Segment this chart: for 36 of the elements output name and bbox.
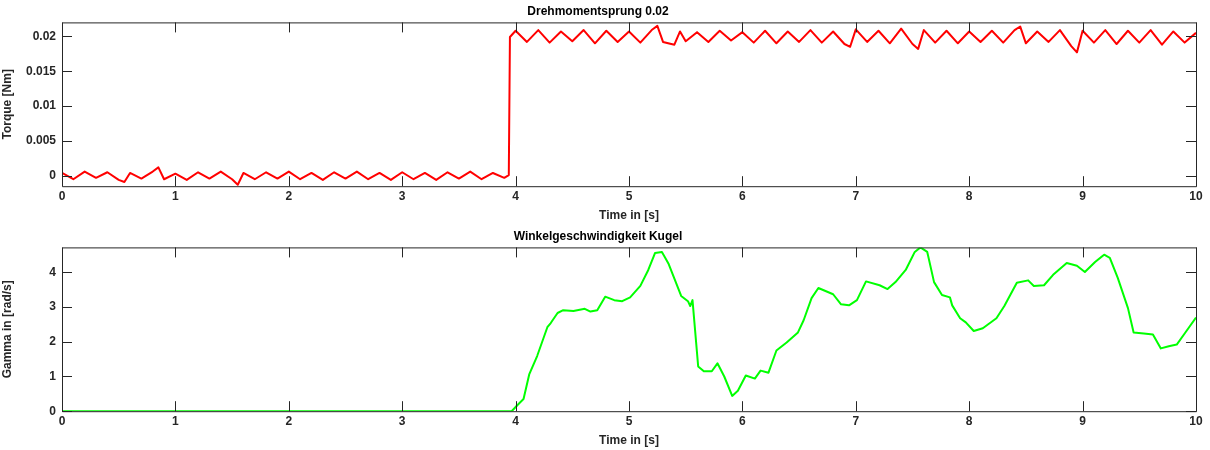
x-tick-label: 6 xyxy=(739,413,747,428)
chart-title: Drehmomentsprung 0.02 xyxy=(527,3,669,18)
x-tick-label: 4 xyxy=(512,413,520,428)
x-tick-label: 6 xyxy=(739,188,747,203)
x-tick-label: 2 xyxy=(285,188,293,203)
x-tick-label: 7 xyxy=(852,188,860,203)
x-axis-title: Time in [s] xyxy=(599,433,659,448)
x-tick-label: 1 xyxy=(172,413,180,428)
y-axis-title: Torque [Nm] xyxy=(0,69,14,140)
y-tick-label: 0 xyxy=(49,403,57,418)
x-tick-label: 7 xyxy=(852,413,860,428)
y-axis-title: Gamma in [rad/s] xyxy=(0,280,14,379)
y-tick-label: 0.005 xyxy=(25,133,57,148)
x-tick-label: 10 xyxy=(1189,188,1203,203)
x-tick-label: 9 xyxy=(1079,188,1087,203)
y-tick-label: 0 xyxy=(49,168,57,183)
y-tick-label: 4 xyxy=(49,264,57,279)
y-tick-label: 0.02 xyxy=(32,28,57,43)
x-tick-label: 4 xyxy=(512,188,520,203)
x-tick-label: 1 xyxy=(172,188,180,203)
x-tick-label: 5 xyxy=(625,413,633,428)
y-tick-label: 0.01 xyxy=(32,98,57,113)
y-tick-label: 1 xyxy=(49,368,57,383)
x-tick-label: 2 xyxy=(285,413,293,428)
x-tick-label: 9 xyxy=(1079,413,1087,428)
x-tick-label: 5 xyxy=(625,188,633,203)
y-tick-label: 0.015 xyxy=(25,63,57,78)
chart-title: Winkelgeschwindigkeit Kugel xyxy=(513,228,683,243)
x-tick-label: 10 xyxy=(1189,413,1203,428)
x-axis-title: Time in [s] xyxy=(599,208,659,223)
y-tick-label: 3 xyxy=(49,299,57,314)
y-tick-label: 2 xyxy=(49,334,57,349)
x-tick-label: 3 xyxy=(398,413,406,428)
x-tick-label: 8 xyxy=(965,188,973,203)
x-tick-label: 3 xyxy=(398,188,406,203)
x-tick-label: 8 xyxy=(965,413,973,428)
